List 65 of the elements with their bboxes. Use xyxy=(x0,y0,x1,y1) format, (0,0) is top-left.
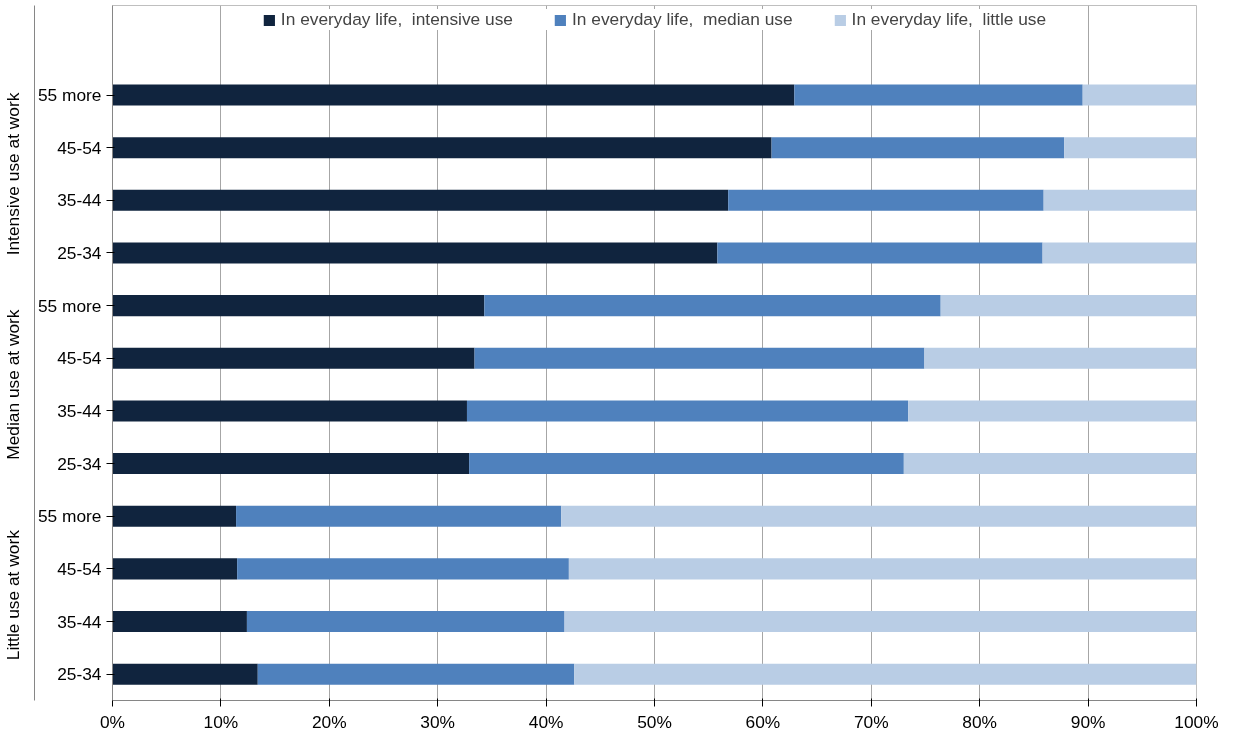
legend-label: In everyday life, little use xyxy=(851,9,1047,30)
y-tick-label: 45-54 xyxy=(57,137,102,158)
y-tick-label: 25-34 xyxy=(57,664,102,685)
bar xyxy=(564,610,1197,633)
text: Intensive use at work xyxy=(3,92,24,256)
bar xyxy=(112,137,772,159)
x-tick-label: 0% xyxy=(99,711,126,732)
bar xyxy=(924,347,1197,369)
bar xyxy=(561,505,1197,527)
y-tick-label: 45-54 xyxy=(57,348,102,369)
bar xyxy=(237,558,569,580)
bar xyxy=(112,610,247,633)
x-tick-label: 40% xyxy=(528,711,564,732)
bar xyxy=(1043,189,1197,211)
y-tick-label: 25-34 xyxy=(57,242,102,263)
y-tick-label: 45-54 xyxy=(57,558,102,579)
bar xyxy=(112,505,237,527)
bar xyxy=(112,453,470,475)
bar xyxy=(112,663,258,685)
x-tick-label: 70% xyxy=(853,711,889,732)
bar xyxy=(112,558,238,580)
bar xyxy=(1082,84,1197,106)
x-tick-label: 60% xyxy=(745,711,781,732)
y-tick-label: 55 more xyxy=(37,295,102,316)
bar xyxy=(112,189,729,211)
y-tick-label: 55 more xyxy=(37,506,102,527)
bar xyxy=(794,84,1083,106)
y-tick-label: 35-44 xyxy=(57,400,102,421)
bar xyxy=(1064,137,1197,159)
bar xyxy=(112,84,795,106)
bar xyxy=(246,610,565,633)
x-tick-label: 50% xyxy=(637,711,672,732)
y-tick-label: 35-44 xyxy=(57,190,102,211)
bar xyxy=(728,189,1044,211)
bar xyxy=(112,400,467,422)
legend-label: In everyday life, median use xyxy=(572,9,793,30)
bar xyxy=(466,400,909,422)
bar xyxy=(568,558,1197,580)
y-tick-label: 35-44 xyxy=(57,611,102,632)
bar xyxy=(1042,242,1197,264)
text: Little use at work xyxy=(3,529,24,661)
bar xyxy=(236,505,562,527)
bar xyxy=(574,663,1197,685)
x-tick-label: 80% xyxy=(962,711,998,732)
y-tick-label: 55 more xyxy=(37,85,102,106)
x-tick-label: 100% xyxy=(1174,711,1219,732)
bar xyxy=(112,295,485,317)
bar xyxy=(469,453,904,475)
bar xyxy=(903,453,1197,475)
bar xyxy=(257,663,575,685)
bar xyxy=(484,295,941,317)
bar xyxy=(908,400,1197,422)
bar xyxy=(474,347,925,369)
x-tick-label: 30% xyxy=(420,711,456,732)
bar xyxy=(112,347,475,369)
x-tick-label: 20% xyxy=(311,711,347,732)
y-tick-label: 25-34 xyxy=(57,453,102,474)
bar xyxy=(717,242,1043,264)
bar xyxy=(940,295,1197,317)
legend-label: In everyday life, intensive use xyxy=(280,9,513,30)
bar xyxy=(771,137,1065,159)
text: Median use at work xyxy=(3,309,24,460)
x-tick-label: 10% xyxy=(203,711,239,732)
bar xyxy=(112,242,718,264)
x-tick-label: 90% xyxy=(1070,711,1106,732)
